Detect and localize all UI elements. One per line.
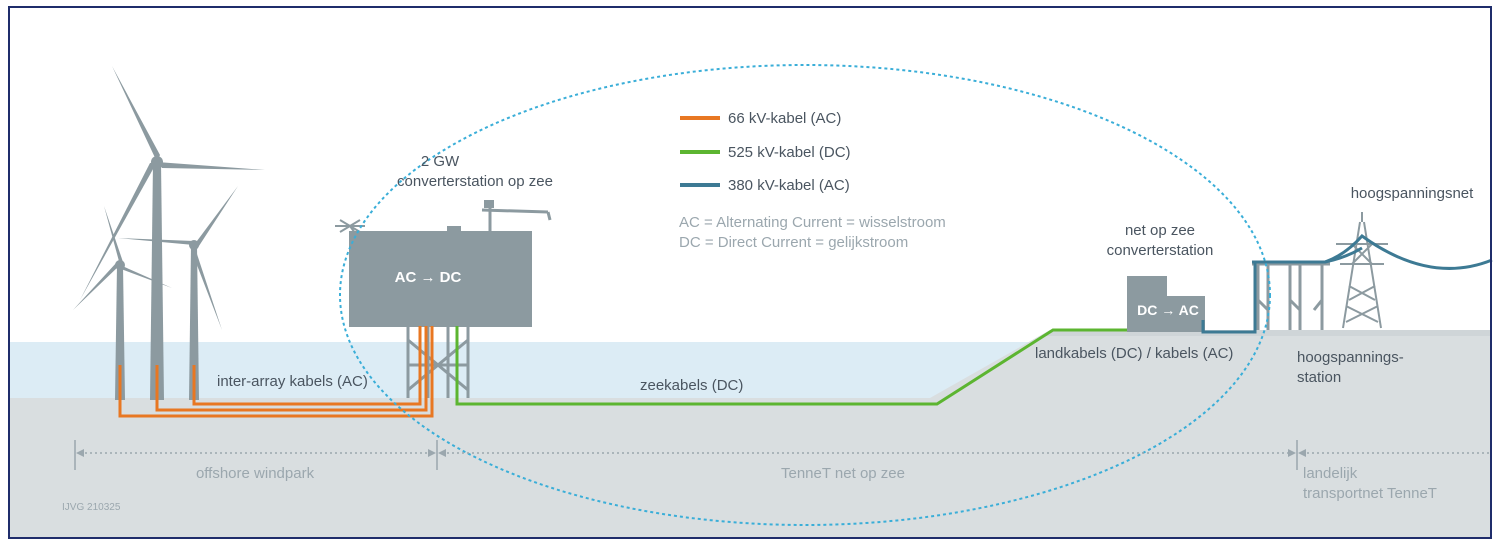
turbine-tower-left: [115, 265, 125, 400]
legend-label-380kv: 380 kV-kabel (AC): [728, 177, 850, 194]
onshore-converter-tall: [1127, 276, 1167, 332]
platform-roof-detail: [447, 226, 461, 232]
cable-525kv-dc: [455, 326, 1127, 406]
converter-sea-title-line1: 2 GW: [421, 153, 460, 170]
turbine-blade: [112, 66, 160, 162]
zone-arrow-heads: [76, 449, 1306, 457]
helideck-icon: [335, 219, 365, 234]
zone-dimension-lines: [74, 440, 1490, 470]
cable-label-land: landkabels (DC) / kabels (AC): [1035, 345, 1233, 362]
legend-note-dc: DC = Direct Current = gelijkstroom: [679, 234, 908, 251]
converter-sea-title-line2: converterstation op zee: [397, 173, 553, 190]
diagram-code: IJVG 210325: [62, 502, 121, 513]
converter-land-title-line1: net op zee: [1125, 222, 1195, 239]
onshore-converter-low: [1165, 296, 1205, 332]
turbine-blade: [190, 245, 222, 330]
platform-topside: [349, 231, 532, 327]
zone-label-offshore: offshore windpark: [196, 465, 315, 482]
turbine-blade: [120, 265, 172, 288]
turbine-blade: [194, 186, 238, 249]
crane-icon: [481, 200, 552, 231]
onshore-converter-station: [1127, 276, 1205, 332]
offshore-converter-station: [335, 200, 552, 398]
cable-label-inter-array: inter-array kabels (AC): [217, 373, 368, 390]
converter-land-box-label: DC → AC: [1137, 302, 1199, 318]
turbine-blade: [118, 238, 194, 245]
turbine-blade: [73, 262, 120, 310]
converter-sea-box-label: AC → DC: [395, 269, 462, 286]
legend-label-66kv: 66 kV-kabel (AC): [728, 110, 841, 127]
tennet-scope-ellipse: [339, 64, 1271, 526]
wind-turbines: [73, 66, 265, 400]
zone-label-tennet-sea: TenneT net op zee: [781, 465, 905, 482]
turbine-blade: [80, 162, 157, 300]
turbine-blade: [104, 206, 123, 265]
grid-title: hoogspanningsnet: [1351, 185, 1474, 202]
diagram-border: [8, 6, 1492, 539]
sky: [10, 8, 1490, 342]
turbine-blade: [157, 162, 265, 170]
grid-station-line2: station: [1297, 369, 1341, 386]
legend-note-ac: AC = Alternating Current = wisselstroom: [679, 214, 946, 231]
cable-380kv-ac: [1201, 233, 1493, 334]
seabed-and-land: [10, 330, 1490, 537]
turbine-tower-right: [189, 245, 199, 400]
grid-station-line1: hoogspannings-: [1297, 349, 1404, 366]
converter-land-title-line2: converterstation: [1107, 242, 1214, 259]
turbine-tower-tall: [150, 162, 164, 400]
legend-label-525kv: 525 kV-kabel (DC): [728, 144, 851, 161]
legend: 66 kV-kabel (AC) 525 kV-kabel (DC) 380 k…: [679, 110, 946, 251]
zone-label-national-line1: landelijk: [1303, 465, 1358, 482]
cable-66kv-ac: [118, 326, 434, 418]
high-voltage-station: [1252, 262, 1330, 330]
cable-label-sea: zeekabels (DC): [640, 377, 743, 394]
zone-label-national-line2: transportnet TenneT: [1303, 485, 1437, 502]
